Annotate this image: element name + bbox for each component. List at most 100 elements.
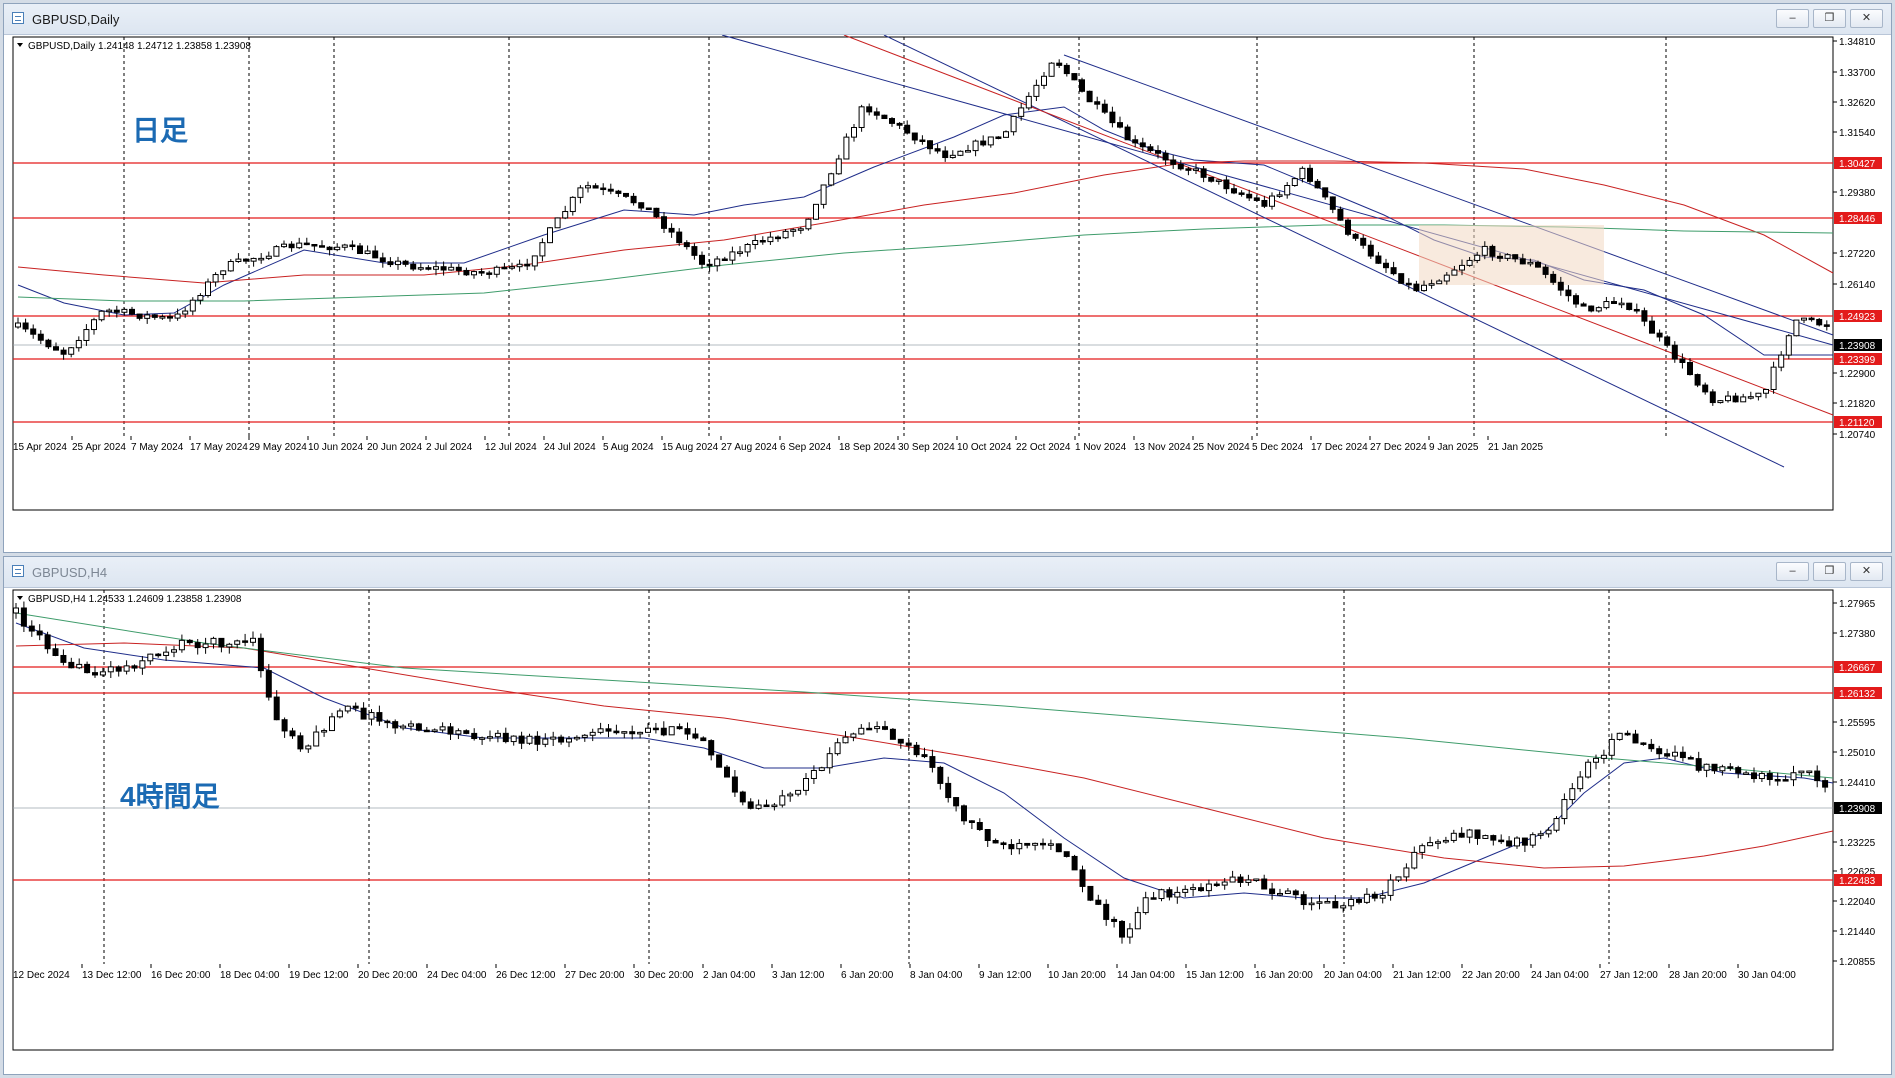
candle-body	[1740, 396, 1747, 403]
price-tick-label: 1.34810	[1839, 37, 1876, 48]
candle-body	[349, 244, 356, 248]
candle-body	[288, 243, 295, 249]
horizontal-levels[interactable]	[13, 666, 1833, 881]
candle-body	[455, 730, 462, 735]
candle-body	[1735, 767, 1742, 774]
candle-body	[494, 732, 501, 738]
time-tick-label: 15 Apr 2024	[13, 442, 67, 453]
candle-body	[433, 266, 439, 270]
candle-body	[1529, 834, 1536, 846]
candle-body	[178, 639, 185, 651]
candle-body	[1801, 317, 1807, 321]
h4-chart-window[interactable]: GBPUSD,H4 – ❐ ✕ GBPUSD,H4 1.24533 1.2460…	[3, 556, 1892, 1075]
candle-body	[1413, 283, 1420, 292]
restore-button[interactable]: ❐	[1813, 562, 1846, 581]
price-tick-label: 1.23225	[1839, 838, 1876, 849]
daily-window-titlebar[interactable]: GBPUSD,Daily – ❐ ✕	[4, 4, 1891, 35]
minimize-button[interactable]: –	[1776, 9, 1809, 28]
candle-body	[729, 251, 736, 261]
candle-body	[1360, 237, 1367, 246]
menu-triangle-icon[interactable]	[17, 43, 23, 47]
candle-body	[139, 660, 146, 669]
time-tick-label: 29 May 2024	[249, 442, 307, 453]
candle-body	[136, 313, 143, 319]
candle-body	[1253, 878, 1260, 882]
candle-body	[1162, 152, 1169, 161]
candle-body	[1024, 842, 1031, 846]
candle-body	[1200, 168, 1207, 178]
candle-body	[1702, 384, 1709, 393]
candle-body	[1798, 770, 1805, 774]
candle-body	[1535, 261, 1541, 268]
minimize-button[interactable]: –	[1776, 562, 1809, 581]
candle-body	[144, 314, 151, 319]
candle-body	[842, 736, 849, 744]
price-axis[interactable]: 1.27965 1.27380 1.25595 1.25010 1.24410 1.232…	[1833, 599, 1882, 968]
candle-body	[1307, 167, 1313, 182]
candle-body	[84, 663, 91, 674]
price-axis[interactable]: 1.34810 1.33700 1.32620 1.31540 1.29380 1.272…	[1833, 37, 1882, 441]
candle-body	[242, 640, 249, 643]
candle-body	[927, 140, 933, 150]
channel-upper-line	[721, 35, 1834, 346]
candle-body	[408, 723, 414, 727]
candle-body	[1190, 887, 1197, 890]
highlight-zone	[1419, 225, 1604, 285]
candle-body	[691, 246, 698, 256]
candle-body	[1213, 883, 1220, 887]
candle-body	[106, 309, 113, 313]
candle-body	[425, 267, 432, 270]
candle-body	[724, 766, 730, 778]
candle-body	[1648, 743, 1655, 750]
candle-body	[1371, 893, 1378, 899]
candle-body	[531, 255, 538, 267]
candle-body	[197, 295, 204, 301]
close-button[interactable]: ✕	[1850, 9, 1883, 28]
plot-area[interactable]	[12, 589, 1834, 1051]
candle-body	[731, 776, 738, 793]
candle-body	[257, 637, 264, 672]
candle-body	[509, 266, 515, 269]
candle-body	[965, 150, 971, 153]
candle-body	[384, 720, 391, 724]
time-axis[interactable]: 15 Apr 2024 25 Apr 2024 7 May 2024 17 May 2…	[12, 436, 1543, 453]
h4-window-titlebar[interactable]: GBPUSD,H4 – ❐ ✕	[4, 557, 1891, 588]
candle-body	[585, 185, 591, 189]
time-tick-label: 17 May 2024	[190, 442, 248, 453]
candle-body	[210, 637, 217, 645]
time-tick-label: 6 Sep 2024	[780, 442, 832, 453]
candle-body	[1032, 842, 1039, 846]
candle-body	[744, 243, 751, 253]
price-label-box	[1834, 874, 1882, 886]
price-label-box	[1834, 802, 1882, 814]
time-axis[interactable]: 12 Dec 2024 13 Dec 12:00 16 Dec 20:00 18 De…	[12, 964, 1796, 981]
restore-button[interactable]: ❐	[1813, 9, 1846, 28]
daily-candlestick-chart[interactable]: GBPUSD,Daily 1.24148 1.24712 1.23858 1.2…	[4, 35, 1891, 552]
daily-chart-window[interactable]: GBPUSD,Daily – ❐ ✕ GBPUSD,Daily 1.24148 …	[3, 3, 1892, 553]
ma-slow-line	[15, 612, 1834, 779]
candle-body	[1261, 878, 1268, 890]
candle-body	[171, 649, 177, 653]
candle-body	[379, 257, 386, 263]
candle-body	[1253, 197, 1260, 201]
close-button[interactable]: ✕	[1850, 562, 1883, 581]
candle-body	[1428, 283, 1435, 286]
candle-body	[1545, 829, 1552, 835]
candle-body	[1782, 779, 1789, 782]
candle-body	[76, 663, 83, 669]
candle-body	[1633, 308, 1640, 312]
time-tick-label: 3 Jan 12:00	[772, 970, 825, 981]
candle-body	[281, 243, 287, 248]
menu-triangle-icon[interactable]	[17, 596, 23, 600]
candle-body	[1519, 258, 1526, 265]
candle-body	[708, 740, 715, 756]
price-tick-label: 1.32620	[1839, 98, 1876, 109]
candle-body	[1743, 772, 1750, 775]
header-line: GBPUSD,H4 1.24533 1.24609 1.23858 1.2390…	[17, 594, 242, 605]
candle-body	[194, 642, 201, 649]
candle-body	[1451, 269, 1458, 276]
h4-candlestick-chart[interactable]: GBPUSD,H4 1.24533 1.24609 1.23858 1.2390…	[4, 588, 1891, 1074]
time-tick-label: 22 Oct 2024	[1016, 442, 1071, 453]
candle-body	[1383, 262, 1389, 269]
candle-body	[37, 333, 44, 341]
